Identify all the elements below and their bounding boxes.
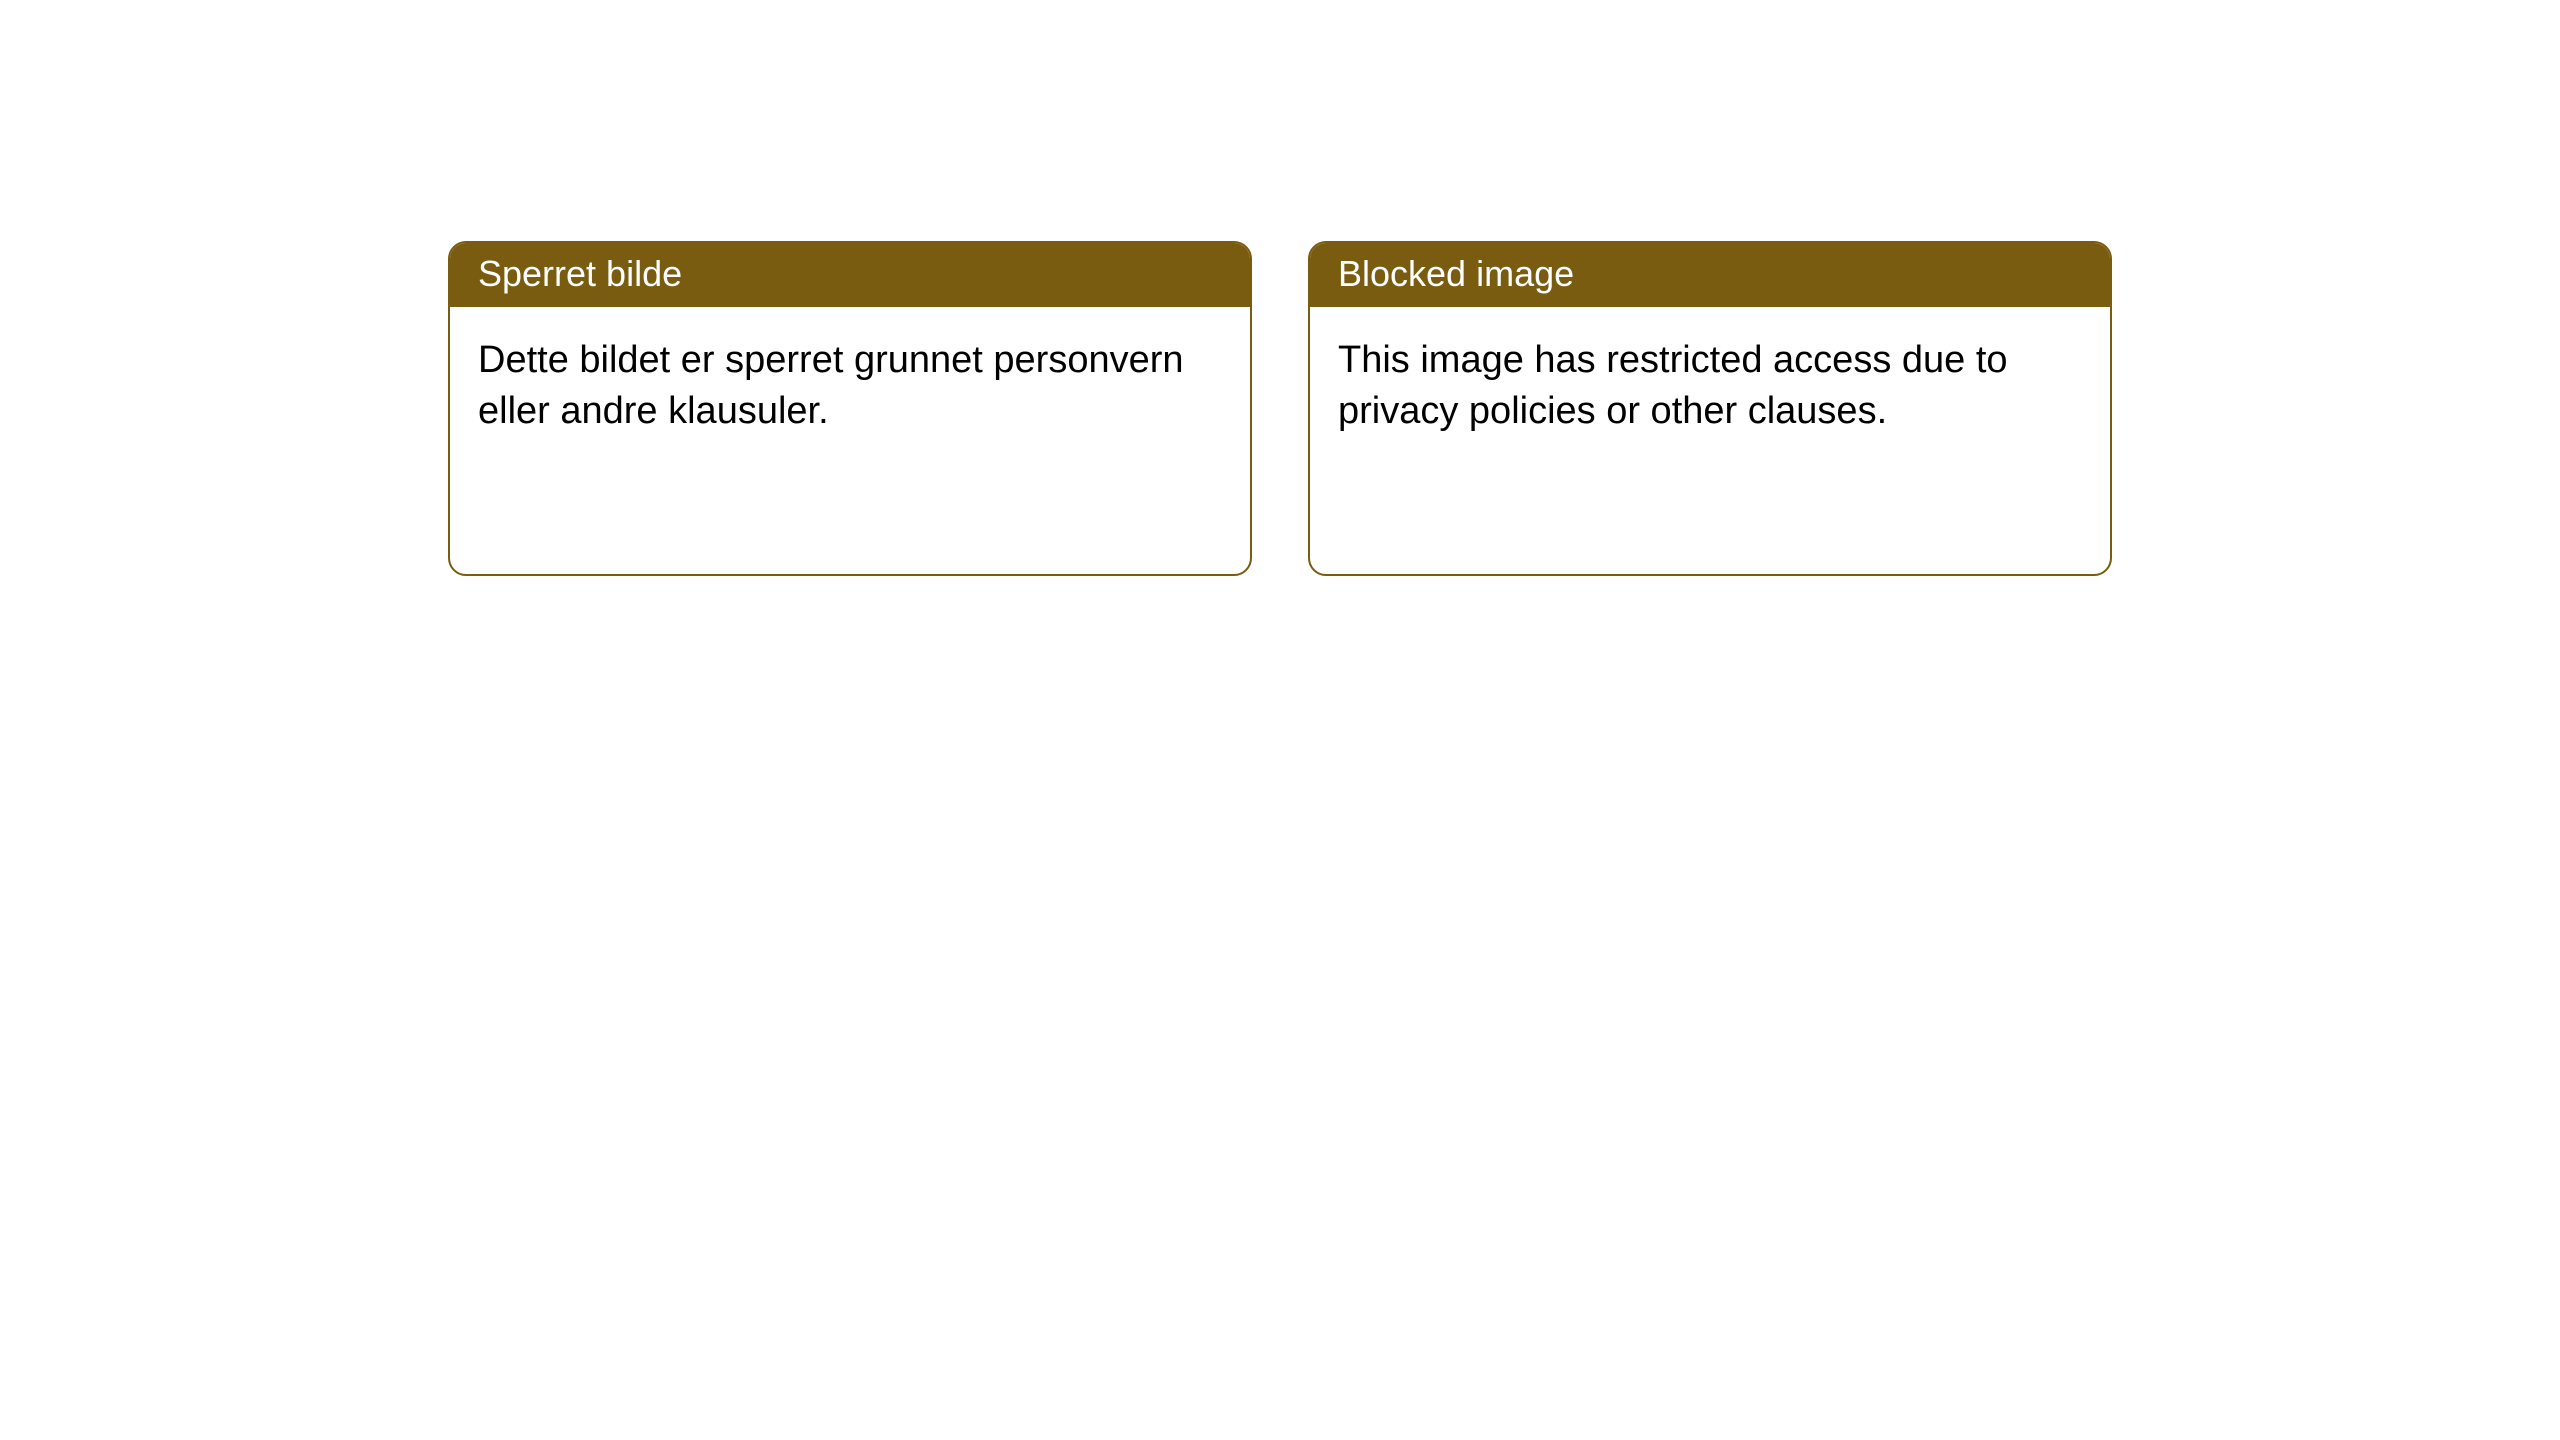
- notice-cards-container: Sperret bilde Dette bildet er sperret gr…: [448, 241, 2112, 576]
- card-header-text: Sperret bilde: [478, 253, 682, 294]
- card-body: This image has restricted access due to …: [1310, 307, 2110, 466]
- notice-card-norwegian: Sperret bilde Dette bildet er sperret gr…: [448, 241, 1252, 576]
- card-header: Sperret bilde: [450, 243, 1250, 307]
- card-body-text: Dette bildet er sperret grunnet personve…: [478, 339, 1184, 432]
- card-header: Blocked image: [1310, 243, 2110, 307]
- notice-card-english: Blocked image This image has restricted …: [1308, 241, 2112, 576]
- card-body-text: This image has restricted access due to …: [1338, 339, 2008, 432]
- card-body: Dette bildet er sperret grunnet personve…: [450, 307, 1250, 466]
- card-header-text: Blocked image: [1338, 253, 1574, 294]
